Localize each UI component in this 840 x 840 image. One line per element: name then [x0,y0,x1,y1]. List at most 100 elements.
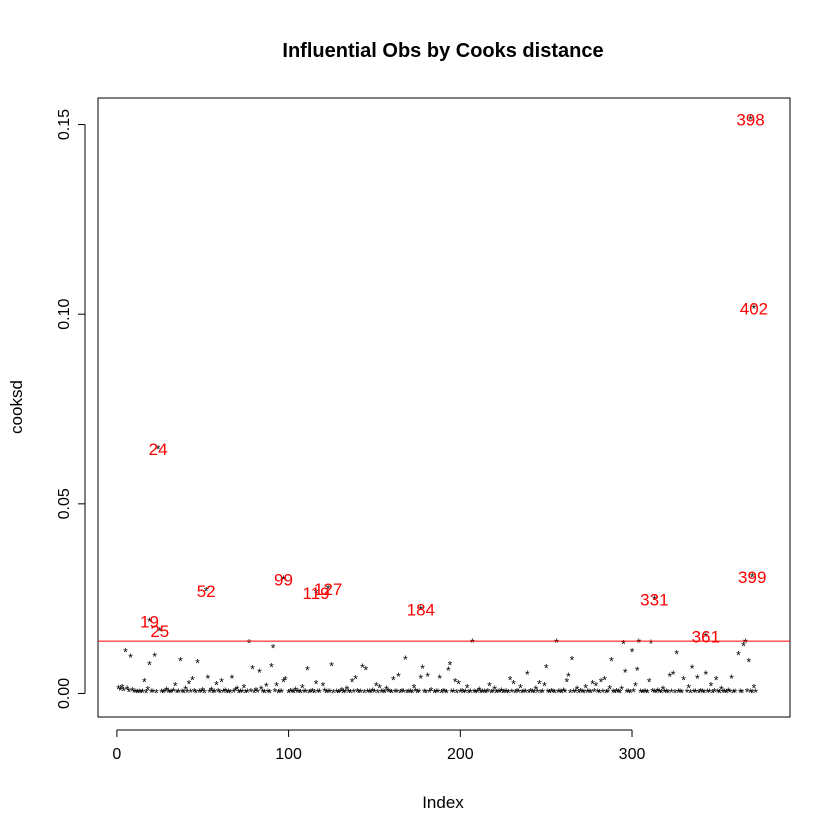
outlier-label: 19 [140,612,159,631]
data-point: * [537,678,542,692]
data-point: * [621,638,626,652]
data-point: * [144,687,149,701]
data-point: * [393,686,398,700]
data-point: * [666,687,671,701]
data-point: * [182,687,187,701]
data-point: * [247,637,252,651]
data-point: * [509,686,514,700]
data-point: * [133,686,138,700]
data-point: * [700,686,705,700]
data-point: * [609,655,614,669]
data-point: * [281,573,286,587]
data-point: * [238,686,243,700]
data-point: * [388,686,393,700]
data-point: * [261,686,266,700]
data-point: * [456,678,461,692]
data-point: * [218,687,223,701]
data-point: * [149,686,154,700]
data-point: * [424,687,429,701]
data-point: * [127,685,132,699]
data-point: * [552,687,557,701]
data-point: * [611,686,616,700]
data-point: * [678,686,683,700]
data-point: * [401,686,406,700]
data-point: * [199,686,204,700]
scatter-points: *********************** *****************… [116,113,758,700]
outlier-label: 361 [692,628,720,647]
data-point: * [194,687,199,701]
data-point: * [520,687,525,701]
data-point: * [712,685,717,699]
data-point: * [652,593,657,607]
data-point: * [733,686,738,700]
data-point: * [353,673,358,687]
data-point: * [623,666,628,680]
data-point: * [511,678,516,692]
data-point: * [588,687,593,701]
data-point: * [472,686,477,700]
data-point: * [690,662,695,676]
data-point: * [686,681,691,695]
data-point: * [741,640,746,654]
data-point: * [637,636,642,650]
data-point: * [489,687,494,701]
data-point: * [398,687,403,701]
data-point: * [628,687,633,701]
data-point: * [391,674,396,688]
data-point: * [185,686,190,700]
data-point: * [240,686,245,700]
outlier-label: 25 [150,622,169,641]
data-point: * [606,686,611,700]
data-point: * [314,586,319,600]
data-point: * [480,686,485,700]
data-point: * [250,662,255,676]
data-point: * [729,672,734,686]
outlier-label: 127 [314,580,342,599]
data-point: * [570,654,575,668]
data-point: * [571,686,576,700]
data-point: * [722,686,727,700]
data-point: * [482,686,487,700]
data-point: * [413,685,418,699]
data-point: * [420,662,425,676]
data-point: * [293,684,298,698]
data-point: * [274,679,279,693]
data-point: * [728,686,733,700]
data-point: * [661,683,666,697]
data-point: * [211,687,216,701]
data-point: * [506,687,511,701]
data-point: * [527,687,532,701]
data-point: * [176,686,181,700]
data-point: * [750,571,755,585]
data-point: * [326,583,331,597]
data-point: * [310,685,315,699]
data-point: * [625,686,630,700]
data-point: * [379,686,384,700]
data-point: * [252,687,257,701]
data-point: * [188,686,193,700]
data-point: * [202,687,207,701]
data-point: * [233,685,238,699]
data-point: * [503,686,508,700]
data-point: * [664,686,669,700]
data-point: * [676,686,681,700]
data-point: * [642,686,647,700]
data-point: * [422,686,427,700]
data-point: * [163,685,168,699]
data-point: * [513,687,518,701]
data-point: * [312,687,317,701]
data-point: * [341,687,346,701]
data-point: * [137,686,142,700]
data-point: * [291,687,296,701]
data-point: * [357,687,362,701]
data-point: * [477,684,482,698]
data-point: * [406,686,411,700]
plot-frame [97,97,791,718]
data-point: * [116,682,121,696]
data-point: * [714,674,719,688]
data-point: * [487,679,492,693]
data-point: * [145,684,150,698]
data-point: * [702,687,707,701]
data-point: * [164,684,169,698]
